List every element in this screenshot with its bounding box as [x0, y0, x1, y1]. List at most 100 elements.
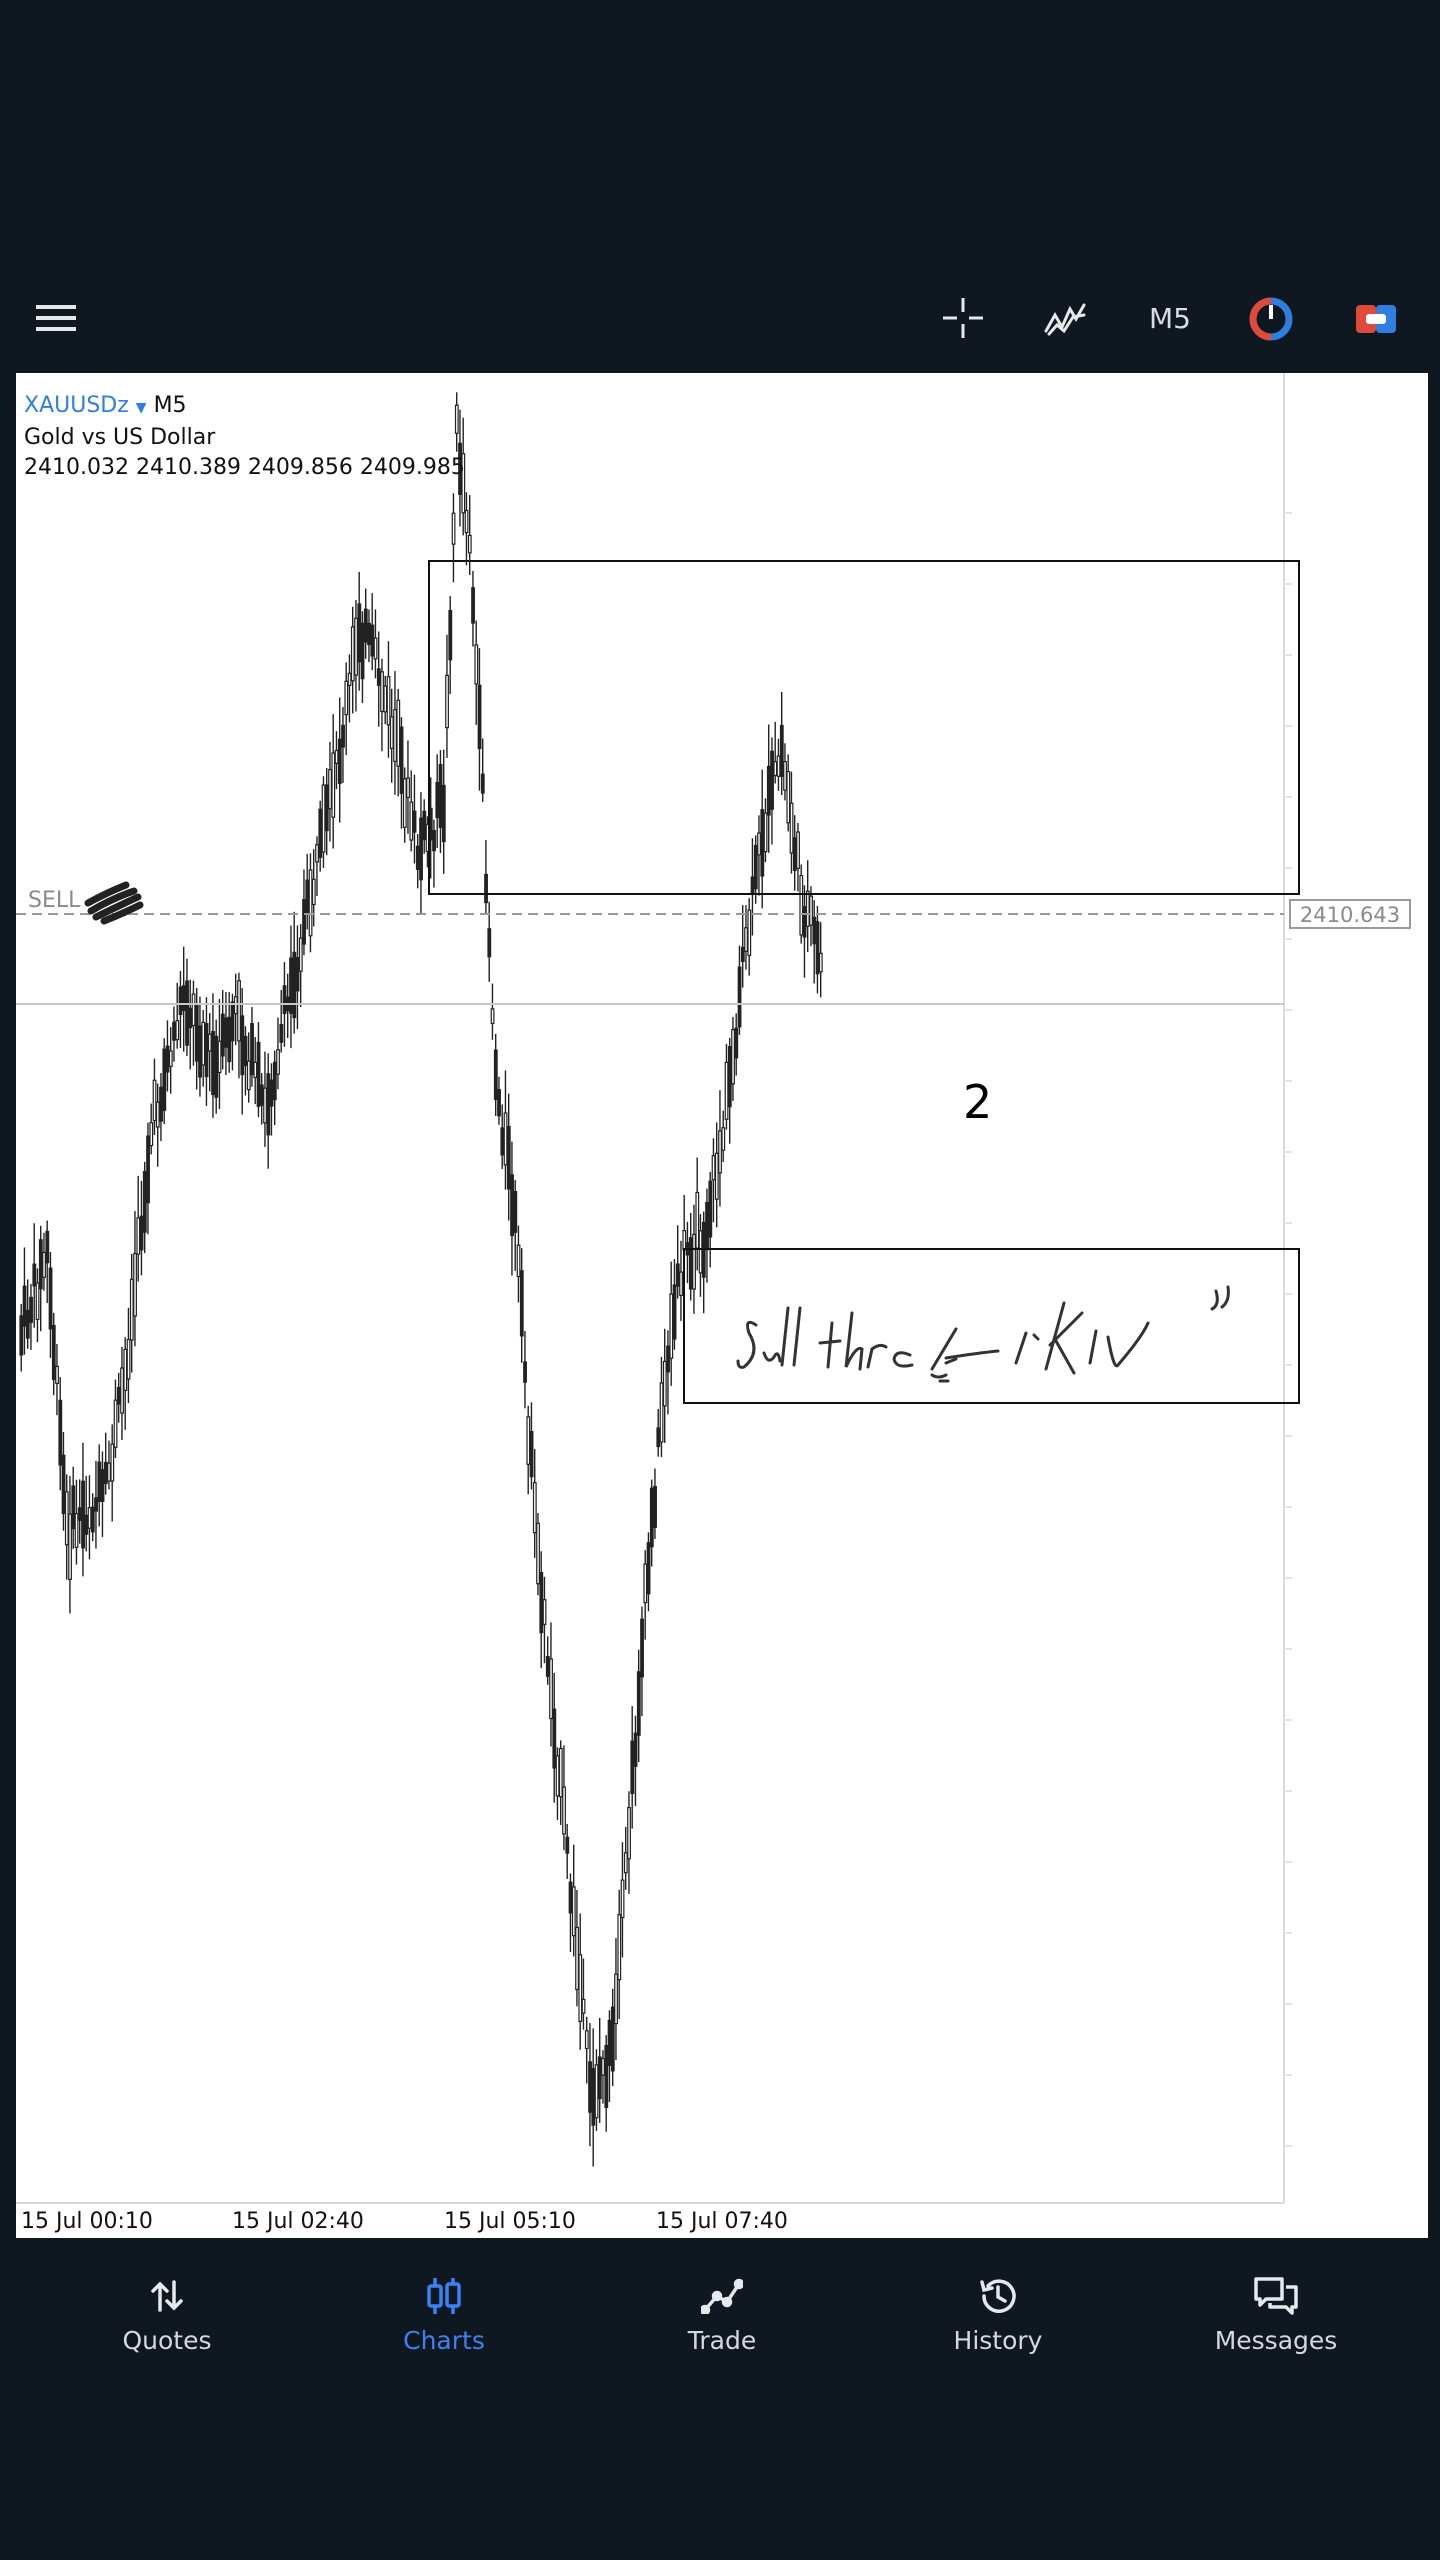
candle-body — [506, 1125, 511, 1190]
timeframe-button[interactable]: M5 — [1149, 301, 1191, 335]
candle-body — [721, 1127, 726, 1151]
candle-body — [565, 1836, 570, 1854]
candle-body — [448, 609, 453, 661]
candle-body — [555, 1755, 560, 1797]
candle-body — [594, 2064, 599, 2119]
candle-body — [217, 1040, 222, 1074]
candle-body — [500, 1127, 505, 1156]
candle-body — [123, 1348, 128, 1391]
candle-body — [363, 608, 368, 643]
symbol-label[interactable]: XAUUSDz — [24, 393, 129, 418]
candle-body — [438, 764, 443, 828]
candle-body — [698, 1230, 703, 1274]
candle-body — [87, 1507, 92, 1529]
candle-body — [246, 1060, 251, 1091]
candle-body — [224, 1017, 228, 1048]
candle-body — [139, 1215, 144, 1251]
candle-body — [126, 1338, 131, 1380]
candle-body — [331, 752, 336, 818]
candle-body — [81, 1480, 85, 1549]
candle-body — [601, 2057, 605, 2076]
candle-body — [110, 1443, 115, 1482]
candle-body — [136, 1217, 141, 1255]
candle-body — [149, 1122, 154, 1147]
candle-body — [792, 837, 797, 872]
candle-body — [22, 1285, 27, 1327]
nav-history[interactable]: History — [898, 2274, 1098, 2355]
candle-body — [760, 809, 765, 877]
nav-quotes[interactable]: Quotes — [67, 2274, 267, 2355]
chart-panel[interactable]: SELL 2410.643 2 — [16, 373, 1428, 2238]
candle-body — [84, 1514, 89, 1535]
candle-body — [302, 898, 306, 945]
candle-body — [633, 1732, 638, 1767]
candle-body — [536, 1522, 540, 1585]
candle-body — [597, 2056, 602, 2100]
candle-body — [783, 761, 787, 791]
candle-body — [653, 1485, 657, 1528]
indicators-icon[interactable] — [1040, 290, 1090, 346]
candle-body — [191, 993, 196, 1027]
nav-label: History — [953, 2326, 1043, 2355]
candle-body — [545, 1655, 550, 1677]
candle-body — [256, 1041, 261, 1107]
candle-body — [159, 1086, 163, 1122]
candle-body — [360, 622, 365, 680]
price-chart[interactable]: SELL 2410.643 2 — [16, 373, 1428, 2238]
candle-body — [357, 603, 362, 663]
symbol-dropdown-icon[interactable]: ▼ — [135, 400, 147, 416]
candle-body — [185, 980, 189, 1046]
nav-messages[interactable]: Messages — [1176, 2274, 1376, 2355]
price-tag: 2410.643 — [1300, 903, 1400, 927]
candle-body — [714, 1152, 719, 1200]
candle-body — [383, 685, 388, 713]
candle-body — [263, 1087, 267, 1124]
one-click-trading-icon[interactable] — [1350, 294, 1402, 344]
candle-body — [295, 957, 300, 992]
candle-body — [484, 873, 488, 904]
candle-body — [279, 1023, 284, 1043]
candle-body — [523, 1361, 527, 1383]
messages-bubbles-icon — [1176, 2274, 1376, 2318]
candle-body — [315, 844, 319, 863]
candle-body — [516, 1244, 521, 1278]
candle-body — [415, 845, 420, 871]
candle-body — [493, 1049, 498, 1100]
candle-body — [490, 1008, 495, 1025]
candle-body — [181, 985, 186, 1012]
candle-body — [32, 1263, 37, 1287]
menu-icon[interactable] — [30, 296, 82, 340]
candle-body — [744, 927, 748, 952]
candle-body — [731, 1029, 735, 1085]
candle-body — [77, 1507, 82, 1521]
candle-body — [435, 781, 440, 819]
nav-charts[interactable]: Charts — [344, 2274, 544, 2355]
candle-body — [467, 534, 472, 554]
scribble-mark — [84, 881, 144, 925]
nav-label: Quotes — [122, 2326, 212, 2355]
candle-body — [568, 1881, 573, 1914]
candle-body — [162, 1048, 167, 1111]
candle-body — [389, 716, 394, 750]
candle-body — [298, 937, 303, 972]
theme-circle-icon[interactable] — [1246, 294, 1296, 344]
candle-body — [584, 2030, 589, 2050]
crosshair-icon[interactable] — [938, 290, 988, 346]
candle-body — [740, 946, 745, 963]
candle-body — [666, 1345, 670, 1373]
candle-body — [74, 1513, 79, 1548]
candle-body — [146, 1135, 150, 1204]
candle-body — [230, 1001, 235, 1042]
candle-body — [337, 738, 342, 784]
candle-body — [90, 1506, 95, 1533]
candle-body — [165, 1045, 170, 1073]
sell-label: SELL — [28, 888, 81, 913]
candle-body — [172, 1021, 176, 1041]
candle-body — [308, 869, 313, 937]
candle-body — [474, 644, 479, 685]
candle-body — [519, 1270, 524, 1337]
nav-trade[interactable]: Trade — [622, 2274, 822, 2355]
candle-body — [237, 980, 241, 1042]
candle-body — [178, 986, 183, 1016]
candle-body — [711, 1155, 716, 1181]
